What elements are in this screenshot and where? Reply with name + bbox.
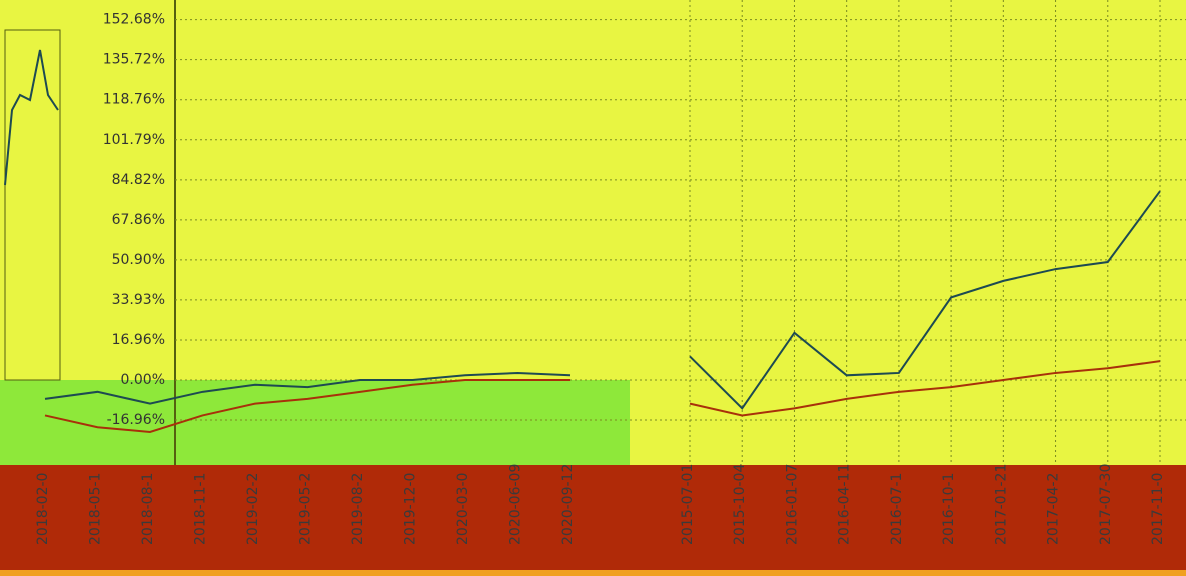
y-tick-label: 152.68% (103, 12, 165, 28)
y-tick-label: 33.93% (112, 292, 165, 308)
x-tick-label: 2016-10-1 (941, 473, 957, 545)
x-tick-label: 2017-01-21 (993, 464, 1009, 545)
inset-frame (4, 29, 61, 381)
x-tick-label: 2017-11-0 (1150, 473, 1166, 545)
series-line (689, 190, 1161, 410)
x-tick-label: 2020-09-12 (560, 464, 576, 545)
x-tick-label: 2018-02-0 (35, 473, 51, 545)
x-tick-label: 2015-10-04 (732, 464, 748, 545)
x-tick-label: 2017-04-2 (1046, 473, 1062, 545)
y-tick-label: 101.79% (103, 132, 165, 148)
y-tick-label: 67.86% (112, 212, 165, 228)
x-tick-label: 2016-07-1 (889, 473, 905, 545)
x-tick-label: 2016-01-07 (784, 464, 800, 545)
series-line (44, 379, 570, 433)
bottom-strip (0, 570, 1186, 576)
x-tick-label: 2020-06-09 (508, 464, 524, 545)
x-tick-label: 2017-07-30 (1098, 464, 1114, 545)
series-line (44, 371, 571, 405)
y-tick-label: 135.72% (103, 52, 165, 68)
x-tick-label: 2019-02-2 (245, 473, 261, 545)
x-tick-label: 2018-05-1 (88, 473, 104, 545)
y-tick-label: -16.96% (107, 412, 165, 428)
x-tick-label: 2019-05-2 (298, 473, 314, 545)
y-tick-label: 84.82% (112, 172, 165, 188)
x-tick-label: 2018-08-1 (140, 473, 156, 545)
x-tick-label: 2019-08-2 (350, 473, 366, 545)
x-tick-label: 2015-07-01 (680, 464, 696, 545)
y-tick-label: 50.90% (112, 252, 165, 268)
x-tick-label: 2020-03-0 (455, 473, 471, 545)
date-band (0, 465, 1186, 570)
y-tick-label: 0.00% (121, 372, 165, 388)
y-tick-label: 118.76% (103, 92, 165, 108)
x-tick-label: 2018-11-1 (193, 473, 209, 545)
y-tick-label: 16.96% (112, 332, 165, 348)
inset-line (4, 49, 59, 186)
x-tick-label: 2019-12-0 (403, 473, 419, 545)
x-tick-label: 2016-04-11 (837, 464, 853, 545)
series-line (689, 360, 1161, 417)
